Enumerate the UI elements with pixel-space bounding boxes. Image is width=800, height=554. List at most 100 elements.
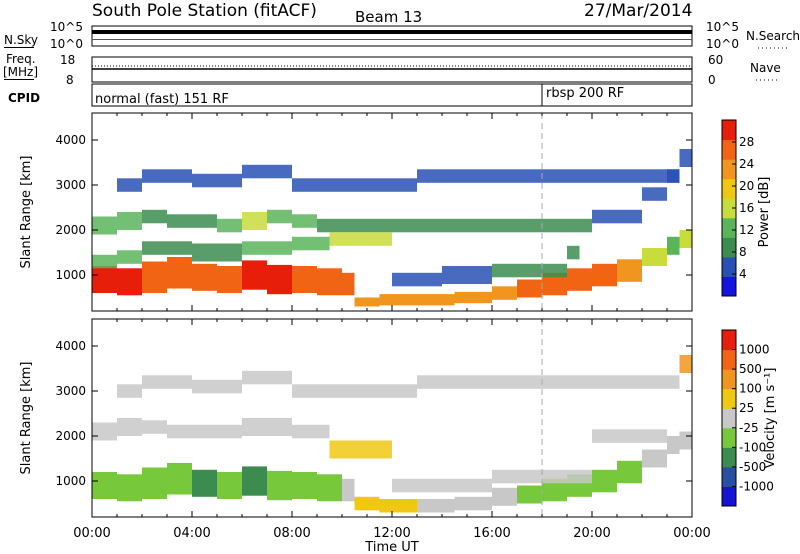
velocity-colorbar-tick-6: -500 xyxy=(739,460,766,474)
power-cell-s1-7 xyxy=(292,214,317,228)
power-panel: 1000 2000 3000 4000 xyxy=(55,112,693,312)
power-colorbar-tick-5: 8 xyxy=(739,245,747,259)
nsky-legend-line xyxy=(4,47,34,48)
velocity-cell-s0-21 xyxy=(642,449,667,468)
power-cell-s0-14 xyxy=(454,291,492,304)
freq-unit: [MHz] xyxy=(3,65,38,79)
power-colorbar-tick-6: 4 xyxy=(739,267,747,281)
power-cell-s2-4 xyxy=(242,241,292,255)
velocity-cell-s1-2 xyxy=(142,420,167,434)
nsky-tick-bottom: 10^0 xyxy=(50,37,83,51)
power-cell-s0-9 xyxy=(317,268,342,296)
power-cell-s1-5 xyxy=(242,212,267,230)
velocity-cell-s0-5 xyxy=(217,472,242,499)
power-cell-s3-0 xyxy=(117,178,142,192)
power-colorbar-swatch-1 xyxy=(722,256,736,277)
power-cell-s2-9 xyxy=(492,263,567,278)
nsearch-trace xyxy=(92,39,692,40)
power-cell-s0-12 xyxy=(379,294,417,306)
velocity-colorbar-swatch-1 xyxy=(722,466,736,487)
power-colorbar-tick-0: 28 xyxy=(739,135,754,149)
velocity-cell-s1-4 xyxy=(217,424,242,439)
velocity-cell-s0-2 xyxy=(142,467,167,499)
power-cell-s0-5 xyxy=(217,266,242,293)
velocity-colorbar-frame xyxy=(721,329,737,507)
power-cell-s0-22 xyxy=(667,236,680,255)
x-axis-title: Time UT xyxy=(364,540,418,554)
velocity-cell-s2-5 xyxy=(417,375,680,389)
velocity-cell-s0-14 xyxy=(454,496,492,511)
velocity-cell-s0-10 xyxy=(342,478,355,502)
power-colorbar-swatch-7 xyxy=(722,139,736,160)
power-cell-s3-5 xyxy=(417,169,680,183)
station-title: South Pole Station (fitACF) xyxy=(92,1,317,21)
velocity-cell-s0-19 xyxy=(592,469,617,493)
power-cell-s1-9 xyxy=(592,209,642,224)
cpid-frame xyxy=(91,83,693,107)
xtick-label-6: 00:00 xyxy=(673,526,710,541)
xtick-label-4: 16:00 xyxy=(473,526,510,541)
velocity-panel: 1000 2000 3000 4000 xyxy=(55,318,693,518)
nave-tick-top: 60 xyxy=(708,53,723,67)
xtick-label-1: 04:00 xyxy=(173,526,210,541)
ytick-label-0-3: 4000 xyxy=(55,133,86,147)
velocity-cell-s0-1 xyxy=(117,474,142,502)
power-cell-s0-0 xyxy=(92,266,117,293)
xtick-label-3: 12:00 xyxy=(373,526,410,541)
power-cell-s3-3 xyxy=(242,164,292,179)
power-cell-s0-2 xyxy=(142,261,167,293)
power-cell-s1-1 xyxy=(117,212,142,230)
velocity-cell-s1-0 xyxy=(92,422,117,441)
velocity-cell-s2-2 xyxy=(192,379,242,394)
cpid-segment-2: rbsp 200 RF xyxy=(546,86,624,101)
velocity-cell-s0-23 xyxy=(679,431,692,450)
xtick-label-2: 08:00 xyxy=(273,526,310,541)
nsearch-tick-top: 10^5 xyxy=(706,20,739,34)
velocity-cell-s0-8 xyxy=(292,472,317,499)
cpid-segment-1: normal (fast) 151 RF xyxy=(95,92,229,107)
power-cell-s0-4 xyxy=(192,263,217,291)
power-colorbar-swatch-4 xyxy=(722,198,736,219)
power-colorbar-swatch-3 xyxy=(722,217,736,238)
nave-tick-bottom: 0 xyxy=(708,73,716,87)
velocity-cell-s0-13 xyxy=(417,499,455,513)
power-cell-s0-3 xyxy=(167,257,192,289)
velocity-cell-s0-16 xyxy=(517,485,542,504)
power-cell-s1-4 xyxy=(217,218,242,233)
power-cell-s1-8 xyxy=(317,218,592,233)
power-colorbar-swatch-6 xyxy=(722,159,736,180)
ytick-label-1-3: 4000 xyxy=(55,339,86,353)
power-cell-s0-1 xyxy=(117,268,142,296)
velocity-cell-s0-9 xyxy=(317,474,342,502)
velocity-ticks: 1000 2000 3000 4000 xyxy=(55,319,693,517)
velocity-colorbar-tick-0: 1000 xyxy=(739,343,770,357)
power-cell-s2-5 xyxy=(292,236,330,251)
velocity-colorbar-swatch-4 xyxy=(722,408,736,429)
velocity-cell-s1-9 xyxy=(492,469,592,484)
velocity-cell-s0-7 xyxy=(267,470,292,501)
velocity-cell-s0-22 xyxy=(667,436,680,454)
velocity-colorbar-tick-3: 25 xyxy=(739,401,754,415)
nsky-label: N.Sky xyxy=(4,33,38,47)
power-cell-s1-6 xyxy=(267,209,292,224)
nsky-trace xyxy=(92,30,692,34)
power-cell-s0-11 xyxy=(354,297,380,307)
power-cell-s2-0 xyxy=(92,254,117,269)
ytick-label-1-0: 1000 xyxy=(55,474,86,488)
nsky-tick-top: 10^5 xyxy=(50,20,83,34)
power-cell-s1-3 xyxy=(167,214,217,228)
power-cell-s0-21 xyxy=(642,248,667,266)
velocity-cell-s1-1 xyxy=(117,418,142,436)
velocity-cell-s2-0 xyxy=(117,384,142,398)
nave-label: Nave xyxy=(750,61,781,75)
velocity-cell-s1-7 xyxy=(329,440,392,459)
velocity-cell-s1-3 xyxy=(167,424,217,439)
power-colorbar: 28 24 20 16 12 8 4 xyxy=(721,119,754,297)
velocity-colorbar-label: Velocity [m s⁻¹] xyxy=(763,368,778,469)
velocity-cell-s1-10 xyxy=(592,429,655,443)
power-colorbar-tick-3: 16 xyxy=(739,201,754,215)
velocity-cell-s1-11 xyxy=(654,429,667,443)
power-cell-s1-2 xyxy=(142,209,167,224)
power-cell-s2-3 xyxy=(192,243,242,262)
